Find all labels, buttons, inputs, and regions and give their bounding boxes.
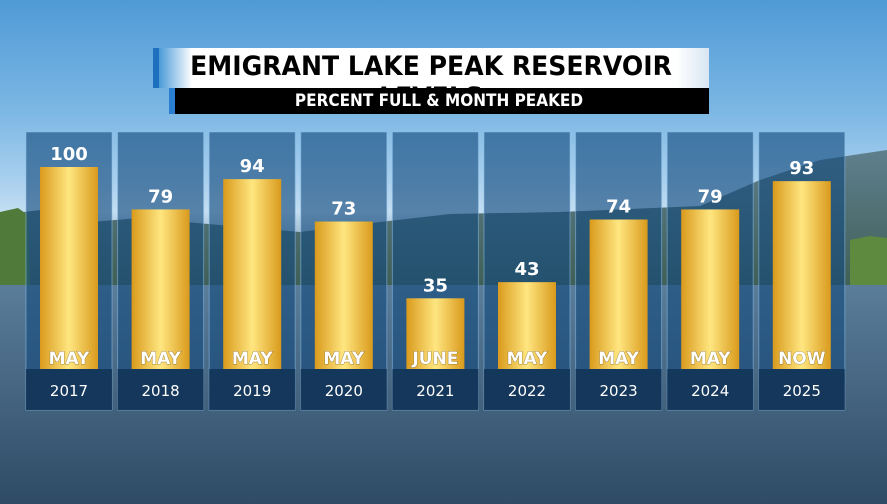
year-band [209,369,296,410]
year-tick-label: 2025 [783,382,821,400]
month-label: MAY [140,349,181,369]
chart-panel-2019: 94 MAY 2019 [208,131,296,411]
bar [40,167,98,369]
year-tick-label: 2018 [142,382,180,400]
value-label: 93 [789,158,814,179]
subtitle-bar [169,88,709,114]
year-band [117,369,204,410]
year-tick-label: 2022 [508,382,546,400]
bar [681,209,740,369]
chart-panel-2017: 100 MAY 2017 [25,131,113,411]
chart-panel-2021: 35 JUNE 2021 [391,131,479,411]
year-tick-label: 2020 [325,382,363,400]
year-tick-label: 2019 [233,382,271,400]
year-tick-label: 2017 [50,382,88,400]
value-label: 74 [606,197,631,218]
bar [589,219,648,369]
bar [498,282,556,369]
chart-panel-2023: 74 MAY 2023 [575,131,663,411]
year-band [484,369,570,410]
year-tick-label: 2023 [600,382,638,400]
right-shore-trees [850,236,887,296]
month-label: MAY [49,349,90,369]
chart-panel-2018: 79 MAY 2018 [117,131,205,411]
month-label: MAY [323,349,364,369]
month-label: MAY [507,349,548,369]
month-label: NOW [778,349,826,369]
month-label: JUNE [411,349,458,369]
chart-subtitle: PERCENT FULL & MONTH PEAKED [294,91,584,111]
year-band [26,369,112,410]
bar [314,221,373,369]
chart-panel-2025: 93 NOW 2025 [758,131,846,411]
title-bar [153,48,709,88]
year-band [300,369,387,410]
value-label: 94 [240,156,265,177]
month-label: MAY [690,349,731,369]
left-shore-trees [0,208,30,288]
year-tick-label: 2021 [416,382,454,400]
value-label: 43 [514,259,539,280]
bar [406,298,465,369]
chart-panel-2024: 79 MAY 2024 [666,131,754,411]
value-label: 79 [148,186,173,207]
bar [131,209,190,369]
month-label: MAY [598,349,639,369]
value-label: 73 [331,199,356,220]
value-label: 79 [698,186,723,207]
year-band [667,369,754,410]
year-band [758,369,845,410]
bar [223,179,282,369]
year-band [392,369,479,410]
value-label: 35 [423,275,448,296]
year-tick-label: 2024 [691,382,729,400]
month-label: MAY [232,349,273,369]
chart-panel-2022: 43 MAY 2022 [483,131,571,411]
year-band [575,369,662,410]
chart-panel-2020: 73 MAY 2020 [300,131,388,411]
bar [772,181,831,369]
value-label: 100 [50,144,88,165]
